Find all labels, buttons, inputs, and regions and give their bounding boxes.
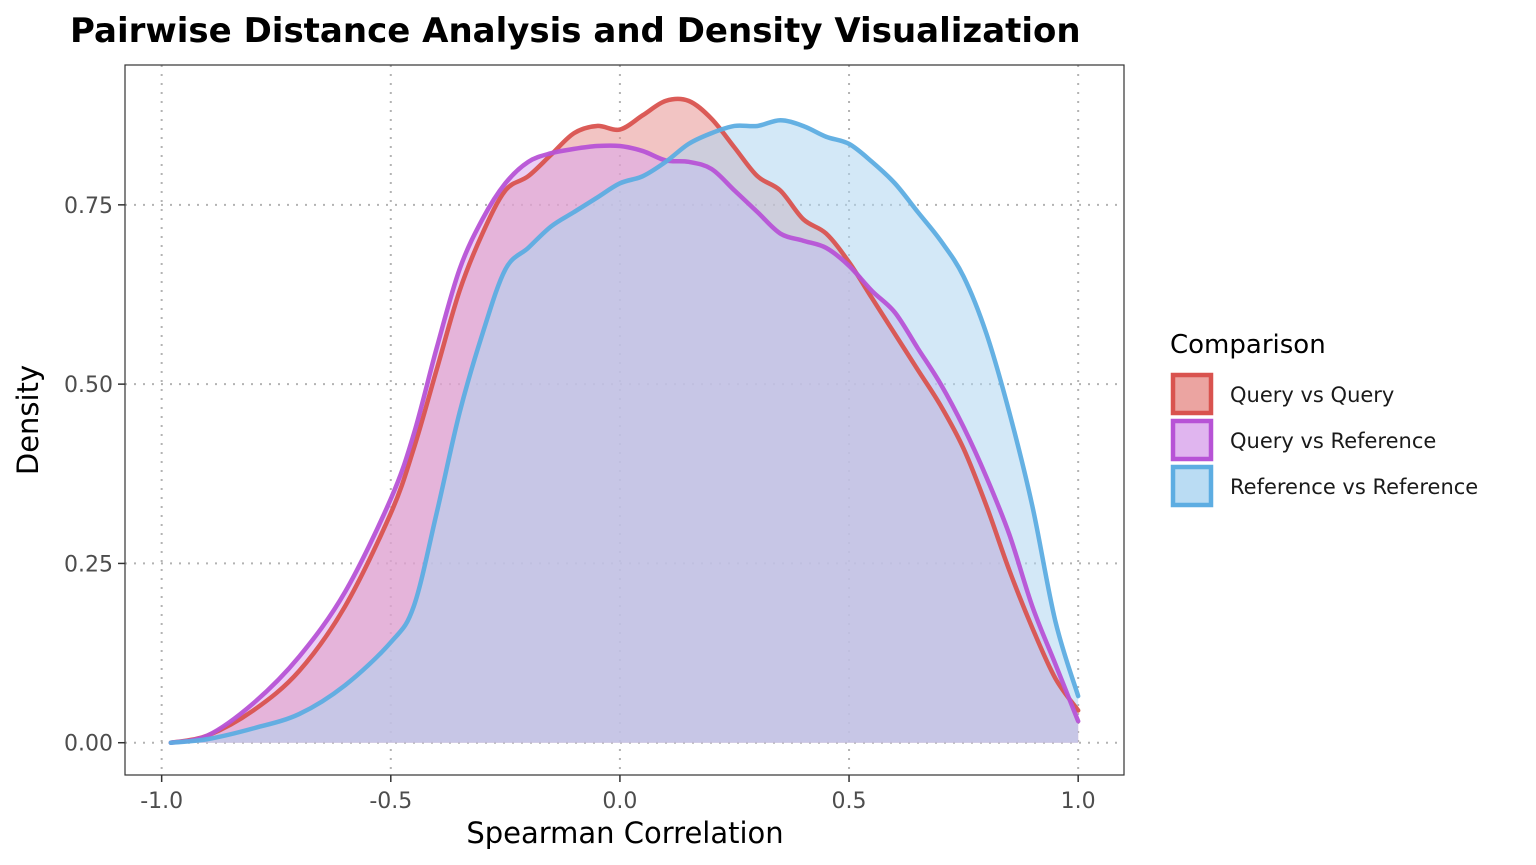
plot-panel-border	[124, 64, 1125, 776]
legend-title: Comparison	[1170, 330, 1326, 360]
y-tick-label-3: 0.75	[64, 194, 113, 219]
legend-key-series-1	[1170, 418, 1214, 462]
x-tick-label-3: 0.5	[832, 789, 867, 814]
y-axis-title: Density	[11, 365, 45, 475]
density-lines	[168, 96, 1081, 745]
y-tick-label-2: 0.50	[64, 373, 113, 398]
density-area-series-2	[170, 120, 1079, 743]
legend-label-series-1: Query vs Reference	[1230, 429, 1436, 453]
x-tick-label-4: 1.0	[1061, 789, 1096, 814]
x-axis-ticks: -1.0 -0.5 0.0 0.5 1.0	[140, 775, 1096, 814]
x-tick-label-0: -1.0	[140, 789, 183, 814]
density-areas	[170, 98, 1079, 743]
legend: Query vs Query Query vs Reference Referenc…	[1170, 372, 1478, 508]
y-tick-label-1: 0.25	[64, 552, 113, 577]
legend-label-series-2: Reference vs Reference	[1230, 475, 1478, 499]
legend-key-series-2	[1170, 464, 1214, 508]
y-tick-label-0: 0.00	[64, 732, 113, 757]
legend-label-series-0: Query vs Query	[1230, 383, 1394, 407]
y-axis-ticks: 0.00 0.25 0.50 0.75	[64, 194, 125, 757]
chart-title: Pairwise Distance Analysis and Density V…	[70, 11, 1081, 51]
legend-key-series-0	[1170, 372, 1214, 416]
x-tick-label-2: 0.0	[602, 789, 637, 814]
density-line-series-2	[168, 117, 1081, 745]
x-tick-label-1: -0.5	[369, 789, 412, 814]
density-line-series-0	[168, 96, 1081, 745]
x-axis-title: Spearman Correlation	[466, 816, 783, 850]
